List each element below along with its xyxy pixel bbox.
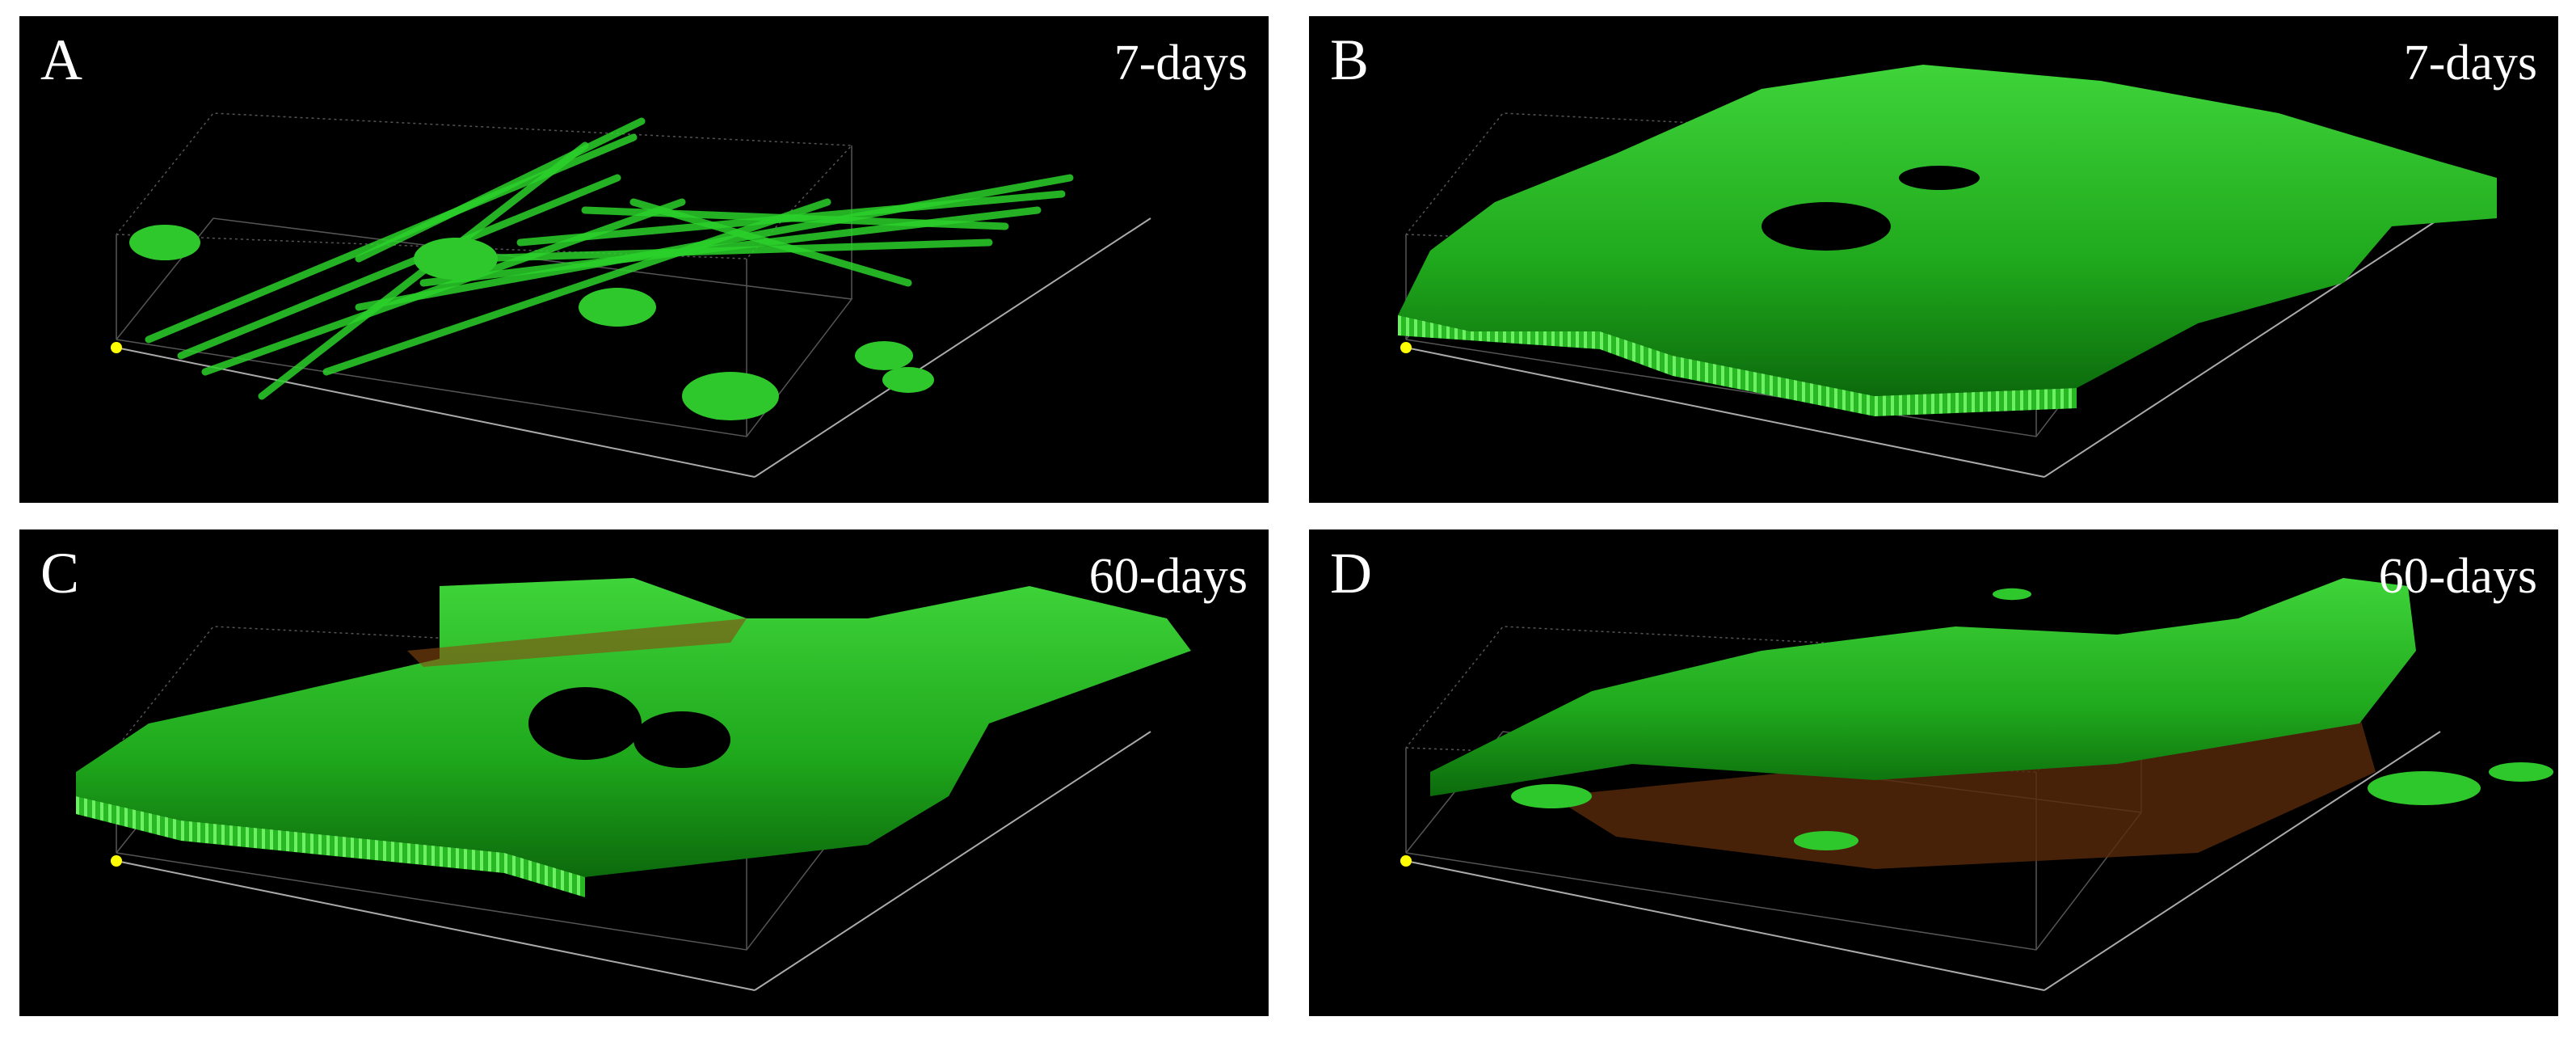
biofilm-cluster <box>129 225 200 260</box>
biofilm-strand <box>177 174 621 360</box>
axis-line <box>1405 860 2045 991</box>
biofilm-edge <box>76 796 585 897</box>
biofilm-strand <box>355 174 1074 311</box>
panel-letter: D <box>1330 541 1372 605</box>
biofilm-strand <box>468 238 993 263</box>
panel-label: 7-days <box>1114 36 1248 91</box>
panel-label: 60-days <box>2379 549 2537 604</box>
panel-letter: A <box>40 27 82 92</box>
biofilm-strand <box>322 198 831 376</box>
rendering <box>76 578 1191 991</box>
biofilm-cluster <box>579 288 656 327</box>
dead-cells <box>407 618 747 667</box>
biofilm-strand <box>201 198 686 376</box>
biofilm-cluster <box>855 341 913 370</box>
panel: D 60-days <box>1309 529 2558 1016</box>
biofilm-cluster <box>2368 771 2481 805</box>
origin-dot <box>1400 855 1412 867</box>
rendering <box>111 112 1151 478</box>
origin-dot <box>111 855 122 867</box>
biofilm-cluster <box>1511 784 1592 808</box>
biofilm-cluster <box>682 372 779 420</box>
panel-label: 60-days <box>1089 549 1248 604</box>
biofilm-strand <box>355 117 646 263</box>
panel: B 7-days <box>1309 16 2558 503</box>
biofilm-layer <box>1430 578 2416 796</box>
origin-dot <box>1400 342 1412 353</box>
biofilm-cluster <box>882 367 934 393</box>
biofilm-cluster <box>414 238 498 280</box>
rendering <box>1400 578 2553 991</box>
axis-line <box>2044 731 2441 991</box>
axis-line <box>754 217 1151 478</box>
biofilm-cluster <box>1794 831 1858 850</box>
rendering <box>1398 65 2497 478</box>
biofilm-edge <box>1398 315 2077 416</box>
axis-line <box>1405 347 2045 478</box>
panel: C 60-days <box>19 529 1269 1016</box>
panel-label: 7-days <box>2404 36 2537 91</box>
axis-line <box>754 731 1151 991</box>
void <box>1899 166 1980 190</box>
origin-dot <box>111 342 122 353</box>
panel: A 7-days <box>19 16 1269 503</box>
void <box>633 711 730 768</box>
axis-line <box>116 860 756 991</box>
panel-letter: B <box>1330 27 1369 92</box>
panel-letter: C <box>40 541 79 605</box>
biofilm-cluster <box>2489 762 2553 782</box>
biofilm-strand <box>629 198 912 287</box>
biofilm-strand <box>581 206 1009 230</box>
axis-line <box>2044 217 2441 478</box>
void <box>1762 202 1891 251</box>
biofilm-cluster <box>1993 588 2031 601</box>
biofilm-layer <box>1398 65 2497 396</box>
void <box>528 687 642 760</box>
